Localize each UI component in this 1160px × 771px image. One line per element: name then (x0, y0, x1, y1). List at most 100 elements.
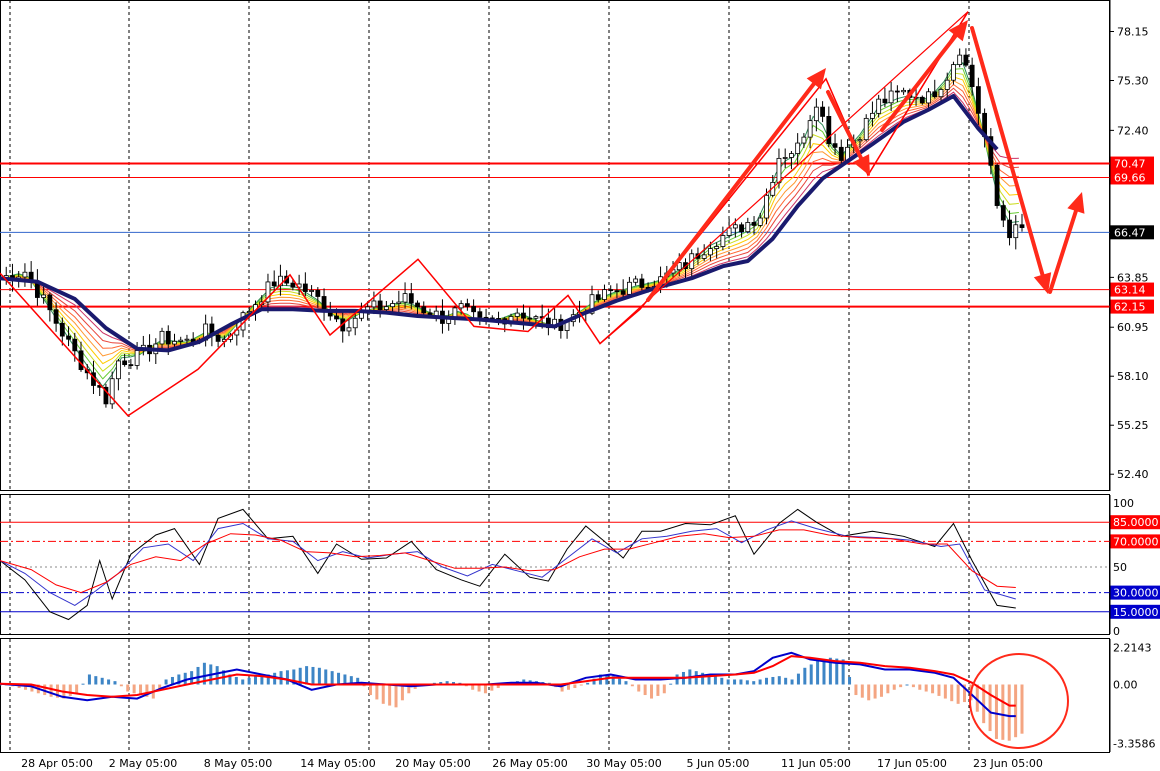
macd-histogram-bar (234, 676, 238, 685)
candle (352, 317, 358, 329)
macd-histogram-bar (790, 679, 794, 685)
candle (795, 142, 801, 154)
macd-histogram-bar (931, 684, 935, 694)
macd-histogram-bar (605, 675, 609, 685)
candle (901, 89, 906, 93)
price-tag-label: 63.14 (1114, 284, 1146, 297)
price-tag-label: 62.15 (1114, 301, 1146, 314)
candle (377, 300, 383, 310)
macd-histogram-bar (126, 684, 130, 692)
price-tag-label: 70.47 (1114, 158, 1146, 171)
candle (346, 327, 352, 332)
macd-histogram-bar (796, 673, 800, 685)
candle (951, 64, 956, 81)
macd-histogram-bar (196, 666, 200, 685)
candle (1007, 219, 1012, 239)
macd-histogram-bar (132, 684, 136, 694)
macd-histogram-bar (720, 677, 724, 685)
macd-histogram-bar (643, 684, 647, 696)
macd-histogram-bar (119, 684, 123, 687)
candle (720, 235, 726, 247)
candle (471, 306, 477, 313)
macd-histogram-bar (630, 684, 634, 687)
candle (676, 262, 682, 271)
macd-histogram-bar (317, 667, 321, 685)
macd-panel-frame (0, 638, 1110, 753)
candle (265, 281, 271, 303)
stoch-level-label: 85.0000 (1113, 516, 1159, 529)
macd-histogram-bar (305, 666, 309, 685)
y-tick-label: 63.85 (1117, 271, 1149, 284)
macd-histogram-bar (886, 684, 890, 694)
candlesticks (0, 48, 1025, 409)
candle (745, 222, 751, 233)
macd-y-label: 0.00 (1113, 679, 1138, 692)
candle (290, 282, 296, 288)
candle (608, 289, 614, 292)
trend-arrows (646, 20, 1085, 302)
macd-y-label: 2.2143 (1113, 642, 1152, 655)
y-tick-label: 75.30 (1117, 75, 1149, 88)
candle (41, 294, 47, 298)
candle (47, 294, 53, 311)
macd-histogram-bar (24, 684, 28, 690)
price-tag (1110, 282, 1154, 297)
macd-histogram-bar (656, 684, 660, 696)
macd-series-line (0, 655, 1016, 707)
macd-histogram-bar (183, 672, 187, 685)
candle (458, 303, 464, 309)
macd-histogram-bar (579, 684, 583, 686)
macd-histogram-bar (87, 674, 91, 685)
macd-histogram-bar (943, 684, 947, 699)
macd-histogram-bar (30, 684, 34, 692)
price-tag (1110, 299, 1154, 314)
macd-histogram-bar (637, 684, 641, 692)
macd-histogram-bar (477, 684, 481, 692)
candle (246, 311, 252, 314)
macd-histogram-bar (228, 674, 232, 685)
candle (321, 296, 327, 312)
zigzag-line (0, 11, 969, 417)
macd-histogram-bar (867, 684, 871, 701)
ma-ribbon (0, 62, 1019, 388)
highlight-circle (969, 653, 1069, 749)
macd-histogram-bar (950, 684, 954, 702)
candle (408, 293, 414, 304)
x-tick-label: 17 Jun 05:00 (877, 757, 947, 770)
candle (789, 153, 794, 158)
up-arrow (646, 81, 816, 302)
macd-histogram-bar (566, 684, 570, 690)
candle (639, 278, 645, 288)
macd-histogram-bar (496, 684, 500, 689)
macd-histogram-bar (215, 666, 219, 685)
macd-histogram-bar (107, 679, 111, 685)
macd-histogram-bar (81, 683, 85, 685)
macd-histogram-bar (158, 684, 162, 689)
candle (863, 117, 869, 141)
candle (159, 330, 165, 345)
candle (59, 322, 65, 337)
macd-histogram-bar (892, 684, 896, 690)
macd-histogram-bar (145, 684, 149, 697)
candle (764, 194, 769, 219)
candle (963, 54, 969, 66)
stochastic-panel-frame (0, 494, 1110, 635)
candle (383, 306, 389, 310)
macd-histogram-bar (43, 684, 47, 696)
candle (938, 89, 944, 98)
candle (708, 248, 713, 256)
candle (421, 306, 427, 314)
macd-histogram-bar (611, 676, 615, 685)
stoch-y-label: 100 (1113, 497, 1134, 510)
macd-histogram-bar (784, 677, 788, 685)
macd-histogram-bar (483, 684, 487, 694)
macd-histogram-bar (311, 666, 315, 685)
x-tick-label: 5 Jun 05:00 (687, 757, 750, 770)
macd-histogram-bar (873, 684, 877, 699)
candle (116, 360, 121, 380)
macd-histogram-bar (1020, 684, 1024, 734)
candle (271, 281, 277, 287)
macd-histogram-bar (68, 684, 72, 696)
